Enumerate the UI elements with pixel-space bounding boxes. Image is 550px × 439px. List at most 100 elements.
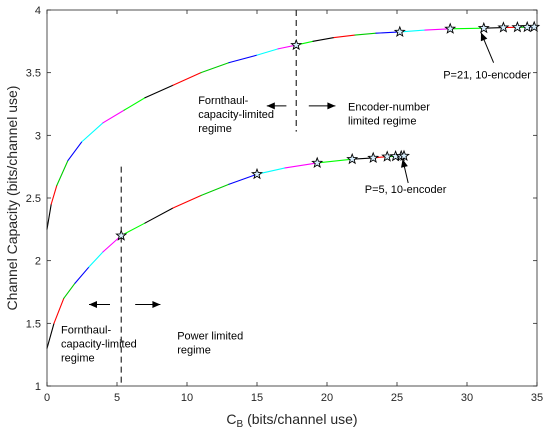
annotation-line: capacity-limited <box>61 338 137 350</box>
annotation-line: Fornthaul- <box>61 324 111 336</box>
series-line-segment <box>172 194 202 209</box>
series-line-segment <box>53 297 65 324</box>
x-tick-label: 5 <box>114 392 120 404</box>
annotation-line: Encoder-number <box>348 101 430 113</box>
star-marker <box>290 38 303 51</box>
series-line-segment <box>46 203 52 230</box>
annotation-line: P=5, 10-encoder <box>365 184 447 196</box>
series-line-segment <box>333 34 356 39</box>
star-marker <box>251 167 263 180</box>
series-line-segment <box>228 54 258 64</box>
star-marker <box>511 21 524 33</box>
series-line-segment <box>228 173 258 185</box>
series-line-segment <box>354 32 377 36</box>
annotation-arrow <box>401 159 409 184</box>
y-axis-label: Channel Capacity (bits/channel use) <box>4 86 20 311</box>
star-marker <box>311 156 324 168</box>
annotation-fronthaul-top: Fornthaul-capacity-limited regime <box>198 95 274 135</box>
annotation-line: limited regime <box>348 115 416 127</box>
series-line-segment <box>74 266 90 284</box>
y-tick-label: 4 <box>35 5 41 17</box>
x-tick-label: 35 <box>531 392 543 404</box>
star-marker <box>444 22 457 34</box>
annotation-line: Power limited <box>177 331 243 343</box>
marker-layer <box>115 20 541 241</box>
series-line-segment <box>63 282 76 299</box>
series-line-segment <box>81 122 104 143</box>
y-tick-label: 1 <box>35 381 41 393</box>
series-line-segment <box>88 251 104 268</box>
series-line-segment <box>375 31 401 34</box>
annotation-layer: P=21, 10-encoder P=5, 10-encoder Fornthaul… <box>61 69 531 364</box>
star-marker <box>346 152 359 165</box>
annotation-arrow <box>135 301 161 309</box>
series-line-segment <box>277 44 297 50</box>
series-line-segment <box>312 37 335 42</box>
series-line-segment <box>144 207 174 224</box>
annotation-arrow <box>89 301 110 309</box>
series-line-segment <box>200 183 230 197</box>
series-line-segment <box>424 28 451 31</box>
arrow-head <box>401 159 408 168</box>
arrow-layer <box>89 32 495 309</box>
series-line-segment <box>56 159 69 187</box>
x-axis-ticks: 0 5 10 15 20 25 30 35 <box>44 10 543 404</box>
arrow-head <box>266 102 275 110</box>
annotation-line: regime <box>177 345 211 357</box>
annotation-power-limited: Power limited regime <box>177 331 243 357</box>
regime-divider-layer <box>120 10 297 386</box>
y-axis-ticks: 1 1.5 2 2.5 3 3.5 4 <box>26 5 537 393</box>
y-tick-label: 2 <box>35 256 41 268</box>
series-line-segment <box>200 62 230 74</box>
annotation-line: Fornthaul- <box>198 95 248 107</box>
series-line-segment <box>284 162 318 169</box>
x-tick-label: 10 <box>181 392 193 404</box>
series-line-segment <box>172 72 202 86</box>
series-2 <box>46 155 405 349</box>
y-tick-label: 1.5 <box>26 318 41 330</box>
annotation-arrow <box>480 32 495 63</box>
star-marker <box>528 20 541 33</box>
series-1 <box>46 26 535 230</box>
series-line-segment <box>46 322 55 349</box>
series-line-segment <box>67 141 83 161</box>
annotation-line: regime <box>61 352 95 364</box>
star-marker <box>497 21 510 33</box>
annotation-line: regime <box>198 123 232 135</box>
series-line-segment <box>316 158 353 164</box>
star-marker <box>115 229 128 241</box>
x-tick-label: 25 <box>391 392 403 404</box>
series-line-segment <box>256 48 279 56</box>
x-axis-label-rest: (bits/channel use) <box>243 411 357 427</box>
series-line-segment <box>102 109 125 124</box>
x-axis-label-subscript: B <box>237 419 244 430</box>
y-tick-label: 3 <box>35 130 41 142</box>
series-line-segment <box>399 29 426 33</box>
x-axis-label: CB (bits/channel use) <box>226 411 357 430</box>
y-tick-label: 3.5 <box>26 68 41 80</box>
arrow-head <box>327 102 336 110</box>
series-line-segment <box>449 27 485 30</box>
x-axis-label-main: C <box>226 411 236 427</box>
x-tick-label: 15 <box>251 392 263 404</box>
annotation-fronthaul-bottom: Fornthaul-capacity-limited regime <box>61 324 137 364</box>
star-marker <box>393 25 406 38</box>
annotation-arrow <box>266 102 287 110</box>
arrow-head <box>480 32 488 42</box>
x-tick-label: 20 <box>321 392 333 404</box>
axes-box <box>46 9 538 387</box>
arrow-head <box>89 301 97 309</box>
x-tick-label: 0 <box>44 392 50 404</box>
star-marker <box>381 150 394 162</box>
x-tick-label: 30 <box>461 392 473 404</box>
star-marker <box>398 149 410 161</box>
plot-area: P=21, 10-encoder P=5, 10-encoder Fornthaul… <box>46 10 541 386</box>
series-line-segment <box>50 184 58 205</box>
annotation-p5: P=5, 10-encoder <box>365 184 447 196</box>
series-line-segment <box>123 97 146 111</box>
annotation-arrow <box>308 102 336 110</box>
annotation-p21: P=21, 10-encoder <box>443 69 531 81</box>
series-line-segment <box>144 84 174 99</box>
y-tick-label: 2.5 <box>26 193 41 205</box>
